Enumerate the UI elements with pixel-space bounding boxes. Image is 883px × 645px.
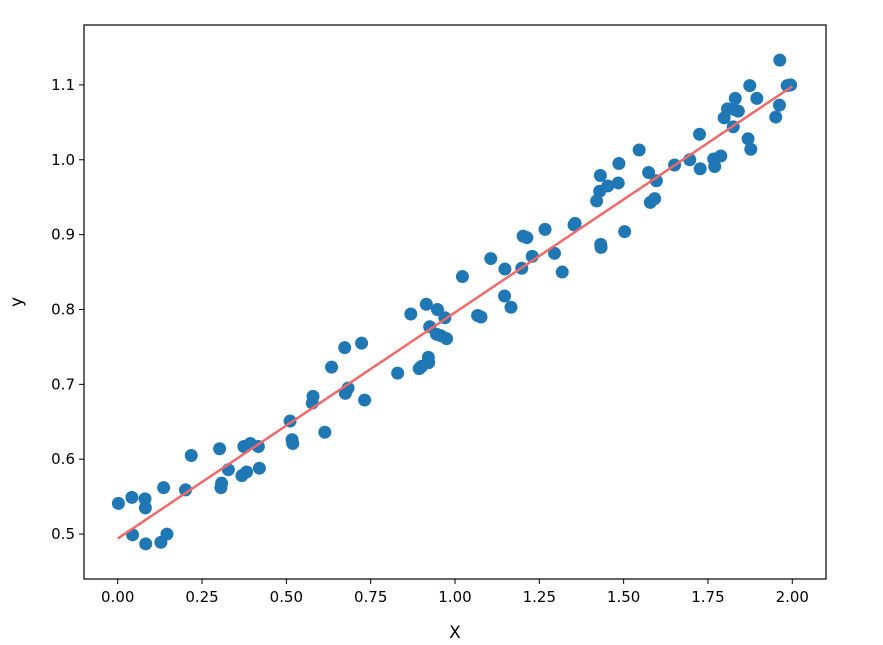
data-point <box>693 127 707 141</box>
x-tick-label: 0.25 <box>185 588 218 606</box>
data-point <box>750 91 764 105</box>
y-tick-label: 0.6 <box>51 450 75 468</box>
y-tick-label: 0.8 <box>51 300 75 318</box>
data-point <box>649 174 663 188</box>
data-point <box>520 231 534 245</box>
data-point <box>138 501 152 515</box>
data-point <box>601 179 615 193</box>
data-point <box>632 143 646 157</box>
data-point <box>593 168 607 182</box>
x-tick-label: 0.00 <box>101 588 134 606</box>
data-point <box>744 142 758 156</box>
data-point <box>139 537 153 551</box>
data-point <box>358 393 372 407</box>
fit-line-layer <box>117 85 793 540</box>
plot-area <box>84 25 826 579</box>
x-tick-label: 1.00 <box>438 588 471 606</box>
data-point <box>498 262 512 276</box>
y-tick-label: 1.1 <box>51 76 75 94</box>
x-tick-label: 1.75 <box>691 588 724 606</box>
data-point <box>422 356 436 370</box>
data-point <box>693 162 707 176</box>
x-axis-label: X <box>449 623 461 643</box>
data-point <box>731 104 745 118</box>
data-point <box>612 157 626 170</box>
data-point <box>611 176 625 190</box>
y-tick-label: 0.9 <box>51 226 75 244</box>
data-point <box>184 448 198 462</box>
fit-line <box>117 85 793 540</box>
y-tick-label: 0.7 <box>51 375 75 393</box>
x-tick-label: 0.50 <box>270 588 303 606</box>
x-tick-label: 1.50 <box>607 588 640 606</box>
data-point <box>618 225 632 239</box>
data-point <box>213 442 227 456</box>
data-point <box>240 465 254 479</box>
data-point <box>769 110 783 124</box>
data-point <box>708 159 722 173</box>
data-point <box>160 527 174 541</box>
data-point <box>455 270 469 284</box>
data-point <box>252 461 266 475</box>
x-tick-label: 2.00 <box>776 588 809 606</box>
data-point <box>772 98 786 112</box>
y-tick-label: 0.5 <box>51 525 75 543</box>
data-point <box>157 481 171 495</box>
y-tick-label: 1.0 <box>51 151 75 169</box>
data-point <box>391 366 405 380</box>
data-point <box>538 222 552 236</box>
data-point <box>306 389 320 403</box>
data-point <box>484 252 498 266</box>
x-tick-label: 1.25 <box>523 588 556 606</box>
data-point <box>594 240 608 254</box>
data-point <box>286 436 300 450</box>
data-point <box>555 265 569 279</box>
data-point <box>419 297 433 311</box>
data-point <box>498 289 512 303</box>
data-point <box>743 79 757 93</box>
data-point <box>338 341 352 355</box>
points-layer <box>111 53 798 551</box>
data-point <box>648 192 662 206</box>
data-point <box>728 91 742 105</box>
data-point <box>215 476 229 490</box>
data-point <box>741 132 755 146</box>
data-point <box>714 149 728 163</box>
data-point <box>355 336 369 350</box>
data-point <box>325 360 339 374</box>
data-point <box>125 490 139 504</box>
x-axis-ticks: 0.00 0.25 0.50 0.75 1.00 1.25 1.50 1.75 2.00 <box>101 579 809 606</box>
data-point <box>547 246 561 260</box>
data-point <box>179 483 193 497</box>
data-point <box>474 310 488 324</box>
y-axis-ticks: 0.5 0.6 0.7 0.8 0.9 1.0 1.1 <box>51 76 84 543</box>
data-point <box>642 165 656 179</box>
data-point <box>504 300 518 314</box>
data-point <box>440 332 454 346</box>
data-point <box>111 496 125 510</box>
data-point <box>784 78 798 92</box>
data-point <box>318 425 332 439</box>
data-point <box>404 307 418 321</box>
y-axis-label: y <box>7 297 27 307</box>
x-tick-label: 0.75 <box>354 588 387 606</box>
data-point <box>773 53 787 67</box>
data-point <box>568 216 582 230</box>
